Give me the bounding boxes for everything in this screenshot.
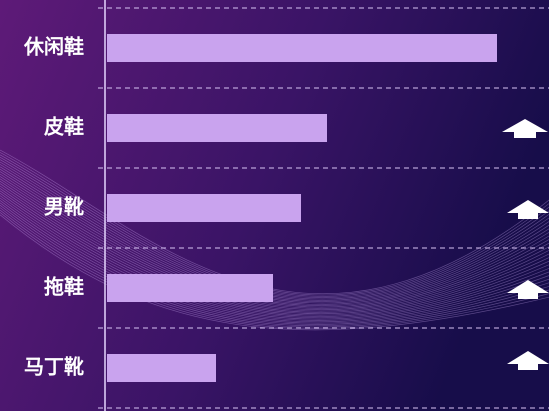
wave-line — [0, 195, 549, 320]
bar — [107, 114, 327, 142]
bar — [107, 354, 216, 382]
arrow-icon — [507, 200, 549, 219]
y-tick-label: 拖鞋 — [44, 275, 84, 299]
bar — [107, 274, 273, 302]
wave-line — [0, 188, 549, 316]
wave-line — [0, 202, 549, 324]
wave-line — [0, 214, 549, 331]
separators — [98, 7, 549, 409]
wave-line — [0, 197, 549, 321]
wave-line — [0, 212, 549, 329]
bar — [107, 194, 301, 222]
bar — [107, 34, 497, 62]
wave-line — [0, 204, 549, 325]
wave-line — [0, 200, 549, 323]
y-tick-label: 皮鞋 — [44, 115, 84, 139]
wave-line — [0, 207, 549, 327]
arrow-icon — [502, 119, 548, 138]
arrow-icon — [507, 280, 549, 299]
wave-line — [0, 185, 549, 315]
wave-line — [0, 192, 549, 319]
y-tick-label: 男靴 — [44, 195, 84, 219]
wave-line — [0, 183, 549, 313]
arrow-icons — [502, 119, 549, 370]
wave-line — [0, 190, 549, 317]
arrow-icon — [507, 351, 549, 370]
y-tick-label: 休闲鞋 — [23, 35, 84, 59]
y-tick-label: 马丁靴 — [24, 355, 84, 379]
wave-line — [0, 209, 549, 328]
